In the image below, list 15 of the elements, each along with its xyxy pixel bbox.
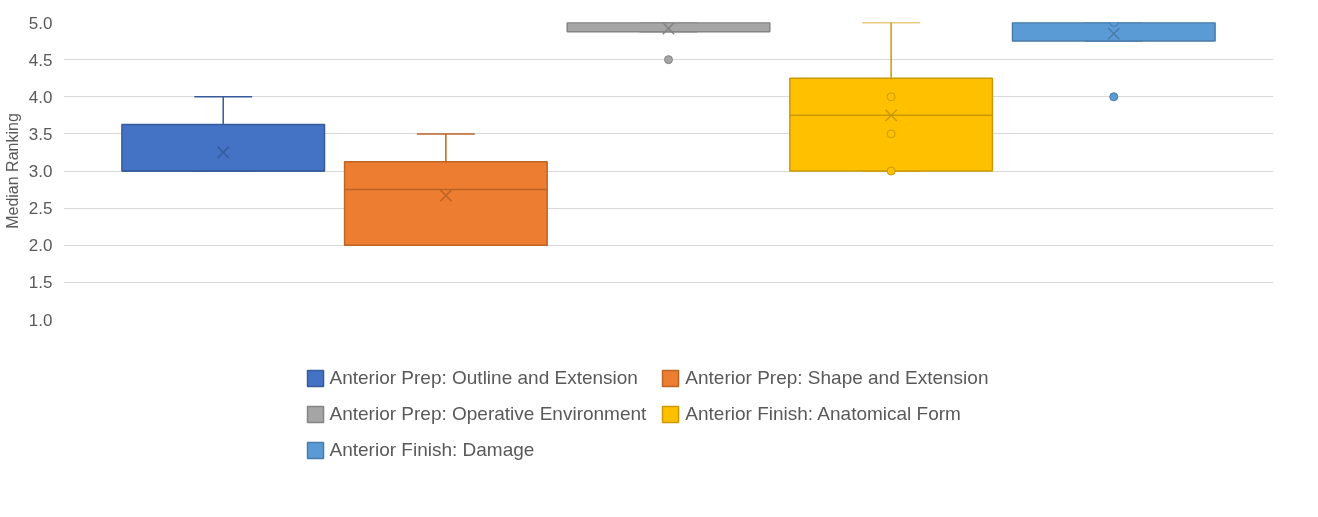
legend-label: Anterior Prep: Operative Environment [329,403,647,425]
legend-label: Anterior Finish: Anatomical Form [685,403,961,425]
y-axis-title: Median Ranking [3,113,21,229]
y-tick-label: 2.5 [28,199,53,219]
y-tick-label: 3.5 [28,124,53,144]
y-tick-label: 2.0 [28,236,53,256]
legend-label: Anterior Prep: Shape and Extension [685,367,989,389]
legend-label: Anterior Finish: Damage [329,439,535,461]
y-tick-label: 3.0 [28,162,53,181]
y-tick-label: 4.5 [28,50,53,70]
y-tick-label: 1.0 [28,310,53,330]
y-tick-label: 5.0 [28,13,53,33]
y-tick-label: 1.5 [28,273,53,293]
y-tick-label: 4.0 [28,87,53,107]
legend-label: Anterior Prep: Outline and Extension [329,367,638,389]
